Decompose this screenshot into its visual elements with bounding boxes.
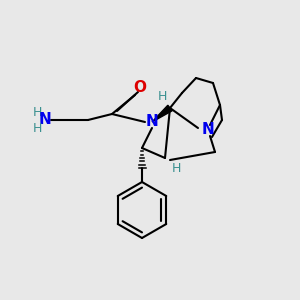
Text: H: H [171, 161, 181, 175]
Polygon shape [152, 105, 172, 122]
Text: O: O [134, 80, 146, 94]
Text: N: N [39, 112, 51, 128]
Text: N: N [202, 122, 214, 137]
Text: H: H [32, 122, 42, 134]
Text: H: H [157, 89, 167, 103]
Text: H: H [32, 106, 42, 118]
Text: N: N [146, 115, 158, 130]
